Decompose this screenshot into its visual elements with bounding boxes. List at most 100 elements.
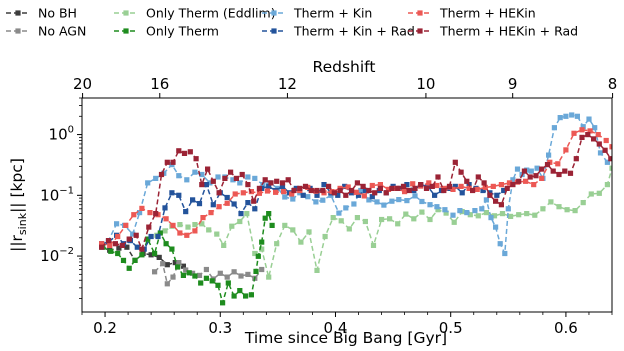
data-point xyxy=(238,211,244,217)
data-point xyxy=(540,206,546,212)
data-point xyxy=(255,253,261,259)
data-point xyxy=(410,181,416,187)
data-point xyxy=(488,215,494,221)
data-point xyxy=(177,222,183,228)
data-point xyxy=(501,187,507,194)
legend-label: Therm + Kin + Rad xyxy=(293,24,415,39)
data-point xyxy=(395,185,401,191)
data-point xyxy=(587,128,593,134)
data-point xyxy=(464,210,470,216)
data-point xyxy=(381,202,387,208)
data-point xyxy=(196,272,203,278)
data-point xyxy=(180,272,186,278)
data-point xyxy=(597,150,604,156)
data-point xyxy=(164,159,170,165)
data-point xyxy=(238,273,244,279)
data-point xyxy=(508,213,514,219)
data-point xyxy=(435,174,441,180)
data-point xyxy=(114,221,120,227)
data-point xyxy=(322,233,328,240)
data-point xyxy=(230,177,236,183)
data-point xyxy=(396,197,402,203)
data-point xyxy=(403,211,409,217)
data-point xyxy=(532,212,538,218)
data-point xyxy=(120,257,127,263)
legend-swatch-marker xyxy=(271,28,277,34)
y-axis-title: ||rsink|| [kpc] xyxy=(8,158,29,252)
series-7 xyxy=(99,132,612,252)
data-point xyxy=(134,244,140,250)
data-point xyxy=(206,227,212,233)
data-point xyxy=(208,210,214,216)
data-point xyxy=(321,182,327,188)
data-point xyxy=(145,180,151,186)
data-point xyxy=(602,147,608,153)
data-point xyxy=(419,209,425,215)
data-point xyxy=(523,178,529,184)
data-point xyxy=(269,222,275,228)
data-point xyxy=(200,215,206,221)
data-point xyxy=(123,222,129,228)
data-point xyxy=(148,252,154,258)
data-point xyxy=(237,288,243,294)
data-point xyxy=(314,192,320,198)
legend-label: Therm + HEKin xyxy=(439,6,536,21)
data-point xyxy=(214,231,220,237)
data-point xyxy=(510,177,516,183)
data-point xyxy=(192,222,198,228)
data-point xyxy=(133,232,139,238)
data-point xyxy=(199,182,205,188)
data-point xyxy=(164,262,170,268)
legend-item-4: Therm + Kin xyxy=(262,6,372,21)
data-point xyxy=(514,166,521,172)
data-point xyxy=(308,187,314,194)
data-point xyxy=(126,236,132,242)
data-point xyxy=(232,191,238,197)
x-tick-label: 0.5 xyxy=(439,319,463,337)
data-point xyxy=(216,204,222,210)
data-point xyxy=(457,208,463,214)
data-point xyxy=(411,216,417,222)
data-point xyxy=(228,169,234,175)
data-point xyxy=(467,212,473,218)
data-point xyxy=(557,115,563,121)
data-point xyxy=(475,213,481,219)
data-point xyxy=(132,257,138,263)
data-point xyxy=(419,198,425,205)
data-point xyxy=(450,186,456,192)
data-point xyxy=(320,197,326,203)
data-point xyxy=(245,182,251,188)
data-point xyxy=(480,187,486,194)
data-point xyxy=(377,182,383,188)
data-point xyxy=(429,183,435,189)
data-point xyxy=(192,169,198,175)
data-point xyxy=(262,177,268,183)
data-point xyxy=(387,216,393,222)
data-point xyxy=(571,130,577,136)
data-point xyxy=(574,113,580,119)
data-point xyxy=(516,178,522,184)
data-point xyxy=(459,190,465,196)
legend-swatch-marker xyxy=(417,28,423,34)
data-point xyxy=(338,218,344,224)
data-point xyxy=(432,192,438,198)
data-point xyxy=(586,116,592,122)
data-point xyxy=(596,190,602,196)
y-tick-label: 100 xyxy=(49,125,74,144)
data-point xyxy=(302,183,309,189)
data-point xyxy=(156,254,162,260)
data-point xyxy=(215,174,221,180)
legend-swatch-marker xyxy=(417,10,423,16)
data-point xyxy=(164,281,170,287)
legend-swatch-marker xyxy=(123,10,129,16)
data-point xyxy=(262,215,268,221)
data-point xyxy=(533,173,539,179)
data-point xyxy=(427,216,433,223)
data-point xyxy=(291,187,297,194)
data-point xyxy=(266,274,272,280)
data-point xyxy=(579,134,585,140)
data-point xyxy=(131,212,137,218)
